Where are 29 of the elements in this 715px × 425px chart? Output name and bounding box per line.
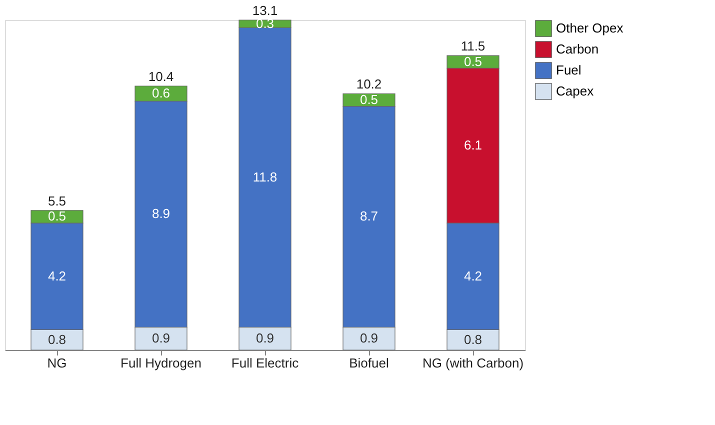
data-label: 0.5	[464, 54, 482, 69]
x-tick-label: Full Electric	[231, 356, 300, 370]
x-tick-label: NG (with Carbon)	[422, 356, 524, 370]
data-label: 0.6	[152, 86, 170, 101]
total-label: 13.1	[252, 3, 278, 18]
data-label: 11.8	[252, 169, 278, 184]
x-tick-label: Biofuel	[349, 356, 389, 370]
data-label: 8.9	[152, 206, 170, 222]
data-label: 4.2	[464, 268, 482, 284]
legend-label: Carbon	[556, 42, 599, 56]
total-label: 10.4	[148, 69, 174, 84]
data-label: 0.8	[48, 332, 66, 347]
legend-label: Fuel	[556, 62, 582, 78]
data-label: 8.7	[360, 208, 378, 224]
x-tick-label: Full Hydrogen	[120, 356, 202, 370]
data-label: 0.9	[152, 330, 170, 346]
data-label: 4.2	[48, 268, 66, 284]
data-label: 0.8	[464, 332, 482, 347]
total-label: 11.5	[460, 38, 486, 54]
x-tick-label: NG	[47, 356, 67, 370]
data-label: 0.5	[360, 92, 378, 107]
data-label: 0.9	[256, 330, 274, 346]
data-label: 0.9	[360, 330, 378, 346]
data-label: 6.1	[464, 138, 482, 153]
legend-label: Other Opex	[556, 20, 624, 36]
total-label: 10.2	[356, 76, 382, 92]
data-label: 0.5	[48, 208, 66, 224]
legend-label: Capex	[556, 84, 594, 98]
total-label: 5.5	[48, 193, 66, 208]
